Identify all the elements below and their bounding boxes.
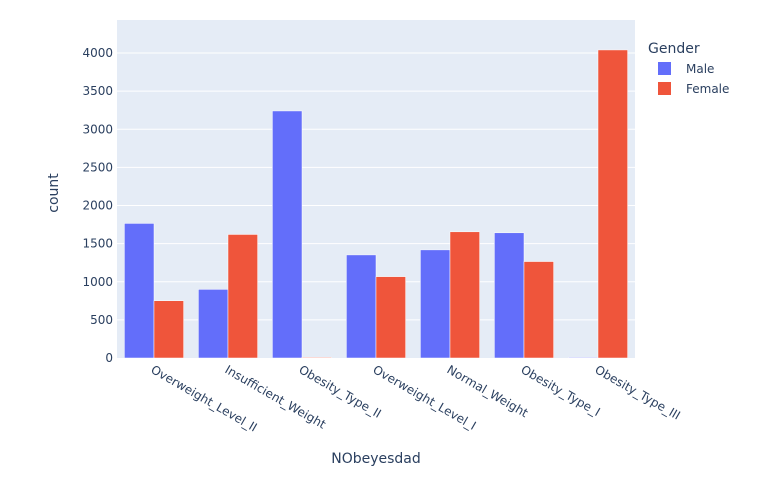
bar-female[interactable] bbox=[301, 357, 332, 359]
bar-female[interactable] bbox=[227, 234, 258, 359]
legend-swatch-female[interactable] bbox=[658, 82, 671, 95]
x-axis-label: NObeyesdad bbox=[331, 451, 421, 467]
legend-item-female[interactable]: Female bbox=[686, 82, 729, 96]
bar-male[interactable] bbox=[568, 357, 599, 359]
legend-swatch-male[interactable] bbox=[658, 62, 671, 75]
bar-male[interactable] bbox=[420, 249, 451, 359]
bar-female[interactable] bbox=[597, 49, 628, 359]
bar-male[interactable] bbox=[272, 110, 303, 359]
bar-male[interactable] bbox=[124, 223, 155, 359]
y-axis-label: count bbox=[46, 173, 62, 213]
y-tick-label: 3000 bbox=[82, 122, 113, 136]
y-tick-label: 2500 bbox=[82, 160, 113, 174]
y-tick-label: 1500 bbox=[82, 237, 113, 251]
bar-female[interactable] bbox=[153, 300, 184, 359]
legend-title: Gender bbox=[648, 41, 700, 57]
y-tick-label: 4000 bbox=[82, 46, 113, 60]
legend-item-male[interactable]: Male bbox=[686, 62, 714, 76]
bar-male[interactable] bbox=[198, 289, 229, 359]
y-tick-label: 2000 bbox=[82, 199, 113, 213]
x-tick-label: Obesity_Type_I bbox=[519, 362, 603, 419]
y-tick-label: 500 bbox=[90, 313, 113, 327]
bar-female[interactable] bbox=[375, 276, 406, 359]
legend: Gender Male Female bbox=[648, 41, 729, 96]
bar-male[interactable] bbox=[346, 254, 377, 359]
y-tick-label: 0 bbox=[105, 351, 113, 365]
bar-female[interactable] bbox=[523, 261, 554, 359]
bar-female[interactable] bbox=[449, 231, 480, 359]
bar-male[interactable] bbox=[494, 232, 525, 359]
x-tick-label: Obesity_Type_III bbox=[593, 362, 683, 422]
y-tick-label: 3500 bbox=[82, 84, 113, 98]
y-tick-label: 1000 bbox=[82, 275, 113, 289]
